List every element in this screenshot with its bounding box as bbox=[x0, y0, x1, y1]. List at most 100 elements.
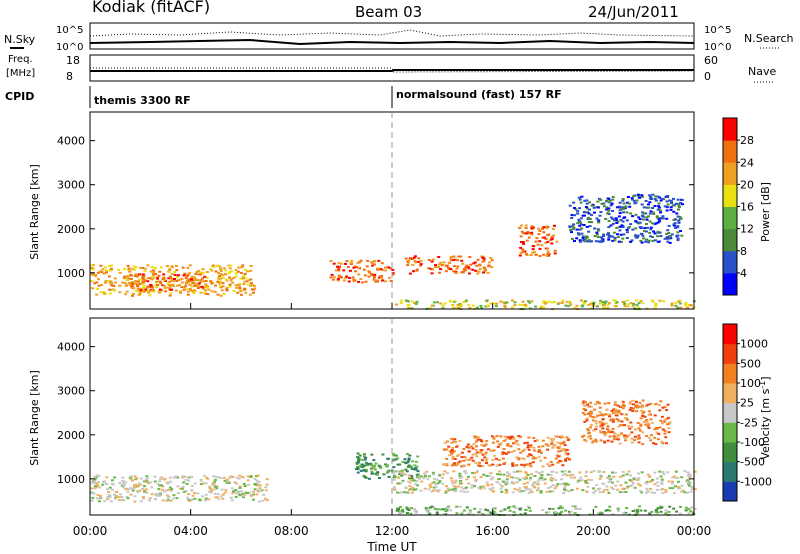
power-cell bbox=[435, 301, 439, 304]
power-cell bbox=[414, 302, 418, 305]
velocity-cell bbox=[628, 408, 632, 411]
velocity-cell bbox=[573, 512, 577, 515]
power-cell bbox=[205, 286, 209, 289]
power-cell bbox=[577, 196, 581, 199]
velocity-cell bbox=[659, 419, 663, 422]
velocity-cell bbox=[135, 477, 139, 480]
power-cell bbox=[201, 271, 205, 274]
power-cell bbox=[168, 280, 172, 283]
power-cell bbox=[480, 307, 484, 310]
velocity-cell bbox=[382, 473, 386, 476]
velocity-cell bbox=[238, 486, 242, 489]
velocity-cell bbox=[616, 438, 620, 441]
velocity-cell bbox=[636, 479, 640, 481]
power-cell bbox=[576, 222, 580, 225]
velocity-cell bbox=[521, 449, 525, 452]
power-cell bbox=[232, 290, 236, 293]
velocity-cell bbox=[517, 435, 521, 437]
velocity-cell bbox=[159, 476, 163, 479]
velocity-cell bbox=[504, 488, 508, 491]
power-cell bbox=[182, 286, 186, 289]
velocity-cell bbox=[505, 478, 509, 481]
velocity-cell bbox=[503, 508, 507, 511]
velocity-cell bbox=[103, 480, 107, 483]
velocity-cell bbox=[356, 468, 360, 471]
power-cell bbox=[428, 307, 432, 310]
velocity-cell bbox=[437, 481, 441, 484]
velocity-cell bbox=[503, 435, 507, 438]
power-cell bbox=[441, 307, 445, 310]
velocity-cell bbox=[255, 475, 258, 478]
velocity-cell bbox=[409, 512, 413, 515]
velocity-cell bbox=[198, 499, 202, 502]
velocity-cell bbox=[524, 509, 528, 511]
power-cell bbox=[601, 238, 605, 241]
power-cell bbox=[538, 255, 542, 257]
velocity-colorbar-segment-3 bbox=[723, 422, 737, 443]
power-cell bbox=[631, 215, 635, 218]
velocity-cell bbox=[244, 491, 248, 494]
power-cell bbox=[550, 237, 554, 240]
velocity-cell bbox=[687, 512, 691, 515]
velocity-cell bbox=[536, 480, 540, 483]
velocity-cell bbox=[458, 474, 462, 477]
power-cell bbox=[245, 280, 249, 283]
velocity-cell bbox=[582, 434, 586, 437]
power-cell bbox=[132, 265, 136, 268]
velocity-cell bbox=[512, 442, 516, 445]
velocity-cell bbox=[473, 507, 477, 510]
power-cell bbox=[129, 278, 133, 280]
velocity-cell bbox=[585, 490, 589, 493]
power-cell bbox=[513, 304, 517, 307]
power-cell bbox=[672, 224, 676, 227]
power-cell bbox=[214, 284, 217, 287]
power-cell bbox=[133, 275, 137, 277]
velocity-cell bbox=[621, 474, 625, 477]
velocity-cell bbox=[425, 470, 429, 473]
time-tick-label-3: 12:00 bbox=[375, 524, 410, 538]
power-cell bbox=[628, 205, 632, 208]
velocity-cell bbox=[629, 474, 632, 477]
power-cell bbox=[511, 299, 514, 302]
velocity-cell bbox=[414, 511, 418, 514]
velocity-cell bbox=[396, 470, 400, 473]
power-cell bbox=[630, 197, 634, 200]
power-cell bbox=[669, 208, 673, 211]
velocity-cell bbox=[515, 439, 519, 442]
velocity-colorbar-label-3: 25 bbox=[740, 397, 754, 410]
velocity-cell bbox=[488, 474, 491, 477]
power-cell bbox=[651, 211, 655, 214]
velocity-cell bbox=[237, 477, 241, 480]
power-cell bbox=[453, 299, 457, 302]
velocity-cell bbox=[443, 470, 447, 473]
velocity-cell bbox=[400, 472, 404, 475]
power-cell bbox=[553, 249, 557, 252]
velocity-cell bbox=[357, 457, 361, 460]
power-cell bbox=[248, 293, 252, 296]
velocity-cell bbox=[363, 455, 366, 458]
power-cell bbox=[593, 227, 597, 230]
power-cell bbox=[234, 269, 238, 272]
power-cell bbox=[596, 228, 600, 231]
power-cell bbox=[597, 219, 601, 222]
velocity-cell bbox=[674, 485, 677, 488]
velocity-cell bbox=[111, 479, 114, 482]
velocity-cell bbox=[540, 476, 544, 479]
velocity-cell bbox=[150, 486, 154, 489]
power-cell bbox=[413, 255, 417, 258]
velocity-cell bbox=[512, 482, 516, 485]
power-cell bbox=[655, 216, 659, 219]
velocity-cell bbox=[513, 513, 517, 515]
power-cell bbox=[613, 239, 617, 242]
power-cell bbox=[431, 258, 435, 261]
velocity-cell bbox=[553, 487, 557, 490]
velocity-cell bbox=[601, 414, 605, 416]
power-cell bbox=[363, 274, 367, 277]
power-cell bbox=[252, 291, 255, 294]
power-cell bbox=[219, 268, 223, 271]
velocity-cell bbox=[226, 480, 230, 483]
velocity-cell bbox=[234, 495, 238, 498]
velocity-cell bbox=[377, 464, 381, 467]
velocity-cell bbox=[398, 473, 402, 476]
power-cell bbox=[650, 299, 654, 302]
